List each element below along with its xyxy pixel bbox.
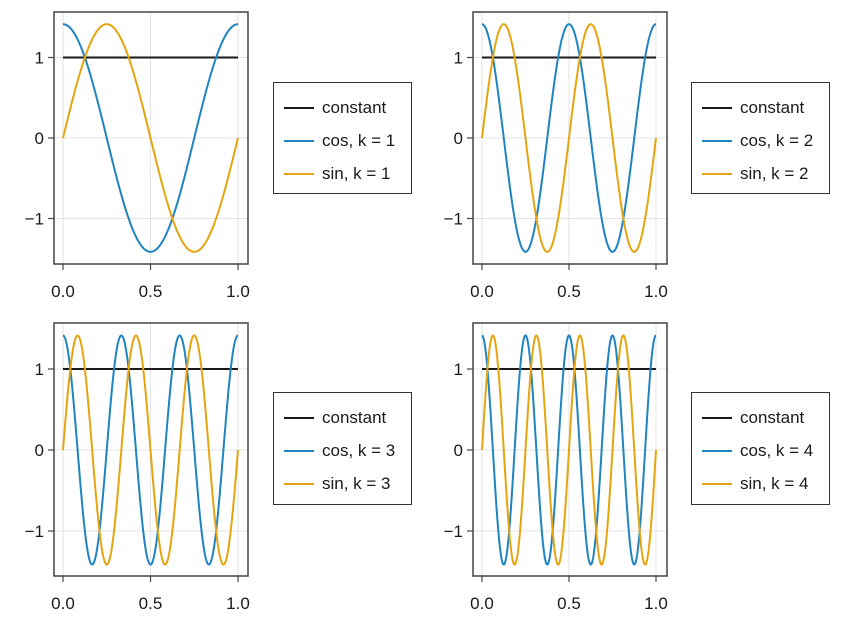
x-tick-label: 0.5 (139, 282, 163, 301)
x-tick-label: 0.5 (557, 594, 581, 613)
x-tick-label: 0.5 (557, 282, 581, 301)
legend-entry-cos: cos, k = 2 (702, 124, 819, 157)
y-tick-label: 1 (35, 360, 44, 379)
legend-entry-constant: constant (284, 401, 401, 434)
legend-entry-constant: constant (284, 91, 401, 124)
tick-labels: 0.0 0.5 1.0 1 0 −1 (444, 360, 668, 613)
legend-k2: constant cos, k = 2 sin, k = 2 (691, 82, 830, 194)
legend-label: sin, k = 2 (740, 163, 809, 183)
y-tick-label: −1 (444, 210, 463, 229)
y-tick-label: −1 (25, 522, 44, 541)
sin-swatch-icon (702, 172, 732, 175)
sin-swatch-icon (702, 482, 732, 485)
legend-label: constant (322, 407, 387, 427)
x-tick-label: 0.0 (470, 594, 494, 613)
sin-line (481, 334, 657, 566)
constant-swatch-icon (284, 416, 314, 419)
y-tick-label: 1 (35, 49, 44, 68)
cos-swatch-icon (284, 449, 314, 452)
y-tick-label: 0 (454, 129, 463, 148)
x-tick-label: 0.0 (51, 594, 75, 613)
legend-label: sin, k = 3 (322, 473, 391, 493)
cos-swatch-icon (702, 139, 732, 142)
x-tick-label: 1.0 (226, 594, 250, 613)
legend-k4: constant cos, k = 4 sin, k = 4 (691, 392, 830, 505)
y-tick-label: −1 (25, 210, 44, 229)
legend-label: cos, k = 2 (740, 130, 814, 150)
x-tick-label: 1.0 (644, 594, 668, 613)
sin-swatch-icon (284, 172, 314, 175)
tick-labels: 0.0 0.5 1.0 1 0 −1 (25, 49, 250, 302)
legend-label: constant (740, 407, 805, 427)
legend-label: cos, k = 4 (740, 440, 814, 460)
legend-entry-sin: sin, k = 2 (702, 157, 819, 190)
y-tick-label: −1 (444, 522, 463, 541)
legend-label: sin, k = 1 (322, 163, 391, 183)
sin-line (62, 334, 239, 566)
legend-label: constant (740, 97, 805, 117)
sin-line (62, 23, 239, 253)
legend-k1: constant cos, k = 1 sin, k = 1 (273, 82, 412, 194)
legend-entry-cos: cos, k = 3 (284, 434, 401, 467)
axis-panel-k3: 0.0 0.5 1.0 1 0 −1 (25, 322, 250, 613)
cos-swatch-icon (702, 449, 732, 452)
axis-panel-k2: 0.0 0.5 1.0 1 0 −1 (444, 11, 668, 302)
y-tick-label: 1 (454, 49, 463, 68)
legend-entry-sin: sin, k = 4 (702, 467, 819, 500)
constant-swatch-icon (702, 106, 732, 109)
legend-entry-cos: cos, k = 1 (284, 124, 401, 157)
legend-entry-constant: constant (702, 91, 819, 124)
x-tick-label: 0.0 (470, 282, 494, 301)
legend-label: cos, k = 1 (322, 130, 396, 150)
constant-swatch-icon (284, 106, 314, 109)
cos-line (62, 23, 239, 253)
legend-entry-sin: sin, k = 1 (284, 157, 401, 190)
cos-line (481, 334, 657, 566)
constant-swatch-icon (702, 416, 732, 419)
legend-entry-sin: sin, k = 3 (284, 467, 401, 500)
sin-line (481, 23, 657, 253)
tick-labels: 0.0 0.5 1.0 1 0 −1 (25, 360, 250, 613)
cos-line (481, 23, 657, 253)
tick-labels: 0.0 0.5 1.0 1 0 −1 (444, 49, 668, 302)
cos-swatch-icon (284, 139, 314, 142)
legend-label: cos, k = 3 (322, 440, 396, 460)
y-tick-label: 0 (454, 441, 463, 460)
axis-panel-k4: 0.0 0.5 1.0 1 0 −1 (444, 322, 668, 613)
legend-label: sin, k = 4 (740, 473, 809, 493)
x-tick-label: 0.0 (51, 282, 75, 301)
legend-entry-constant: constant (702, 401, 819, 434)
axis-panel-k1: 0.0 0.5 1.0 1 0 −1 (25, 11, 250, 302)
legend-label: constant (322, 97, 387, 117)
x-tick-label: 1.0 (226, 282, 250, 301)
y-tick-label: 1 (454, 360, 463, 379)
x-tick-label: 0.5 (139, 594, 163, 613)
x-tick-label: 1.0 (644, 282, 668, 301)
sin-swatch-icon (284, 482, 314, 485)
legend-k3: constant cos, k = 3 sin, k = 3 (273, 392, 412, 505)
y-tick-label: 0 (35, 129, 44, 148)
cos-line (62, 334, 239, 566)
y-tick-label: 0 (35, 441, 44, 460)
legend-entry-cos: cos, k = 4 (702, 434, 819, 467)
